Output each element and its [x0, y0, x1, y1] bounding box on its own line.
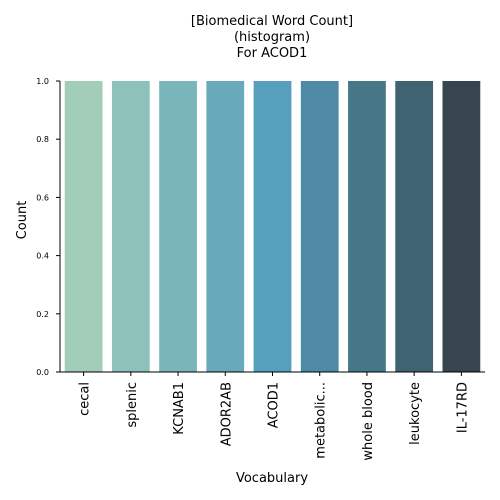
y-tick-label: 0.4: [36, 252, 49, 261]
bar-6: [348, 81, 386, 372]
chart-title: [Biomedical Word Count] (histogram) For …: [191, 14, 353, 61]
bar-2: [159, 81, 197, 372]
chart-title-line-3: For ACOD1: [237, 46, 308, 61]
bars-group: [64, 81, 481, 372]
x-axis: cecal splenic KCNAB1 ADOR2AB ACOD1 metabolic.…: [78, 372, 470, 461]
y-tick-label: 0.8: [36, 135, 49, 144]
x-tick-label: leukocyte: [408, 382, 423, 445]
x-tick-label: ADOR2AB: [219, 382, 234, 446]
y-tick-label: 1.0: [36, 77, 49, 86]
x-tick-label: metabolic...: [314, 382, 329, 459]
bar-5: [300, 81, 339, 372]
bar-7: [395, 81, 434, 372]
y-tick-label: 0.6: [36, 193, 49, 202]
x-tick-label: ACOD1: [267, 382, 282, 428]
x-axis-label: Vocabulary: [236, 471, 308, 486]
bar-4: [253, 81, 292, 372]
x-tick-label: cecal: [78, 382, 93, 416]
y-tick-label: 0.2: [36, 310, 49, 319]
x-tick-label: whole blood: [361, 382, 376, 461]
y-tick-label: 0.0: [36, 368, 49, 377]
chart-title-line-2: (histogram): [234, 30, 310, 45]
y-axis-label: Count: [15, 201, 30, 240]
y-axis: 0.0 0.2 0.4 0.6 0.8 1.0: [36, 77, 60, 377]
x-tick-label: IL-17RD: [455, 382, 470, 433]
chart-title-line-1: [Biomedical Word Count]: [191, 14, 353, 29]
bar-3: [206, 81, 245, 372]
x-tick-label: splenic: [125, 382, 140, 428]
bar-0: [64, 81, 103, 372]
x-tick-label: KCNAB1: [172, 382, 187, 435]
bar-8: [442, 81, 481, 372]
bar-1: [111, 81, 150, 372]
